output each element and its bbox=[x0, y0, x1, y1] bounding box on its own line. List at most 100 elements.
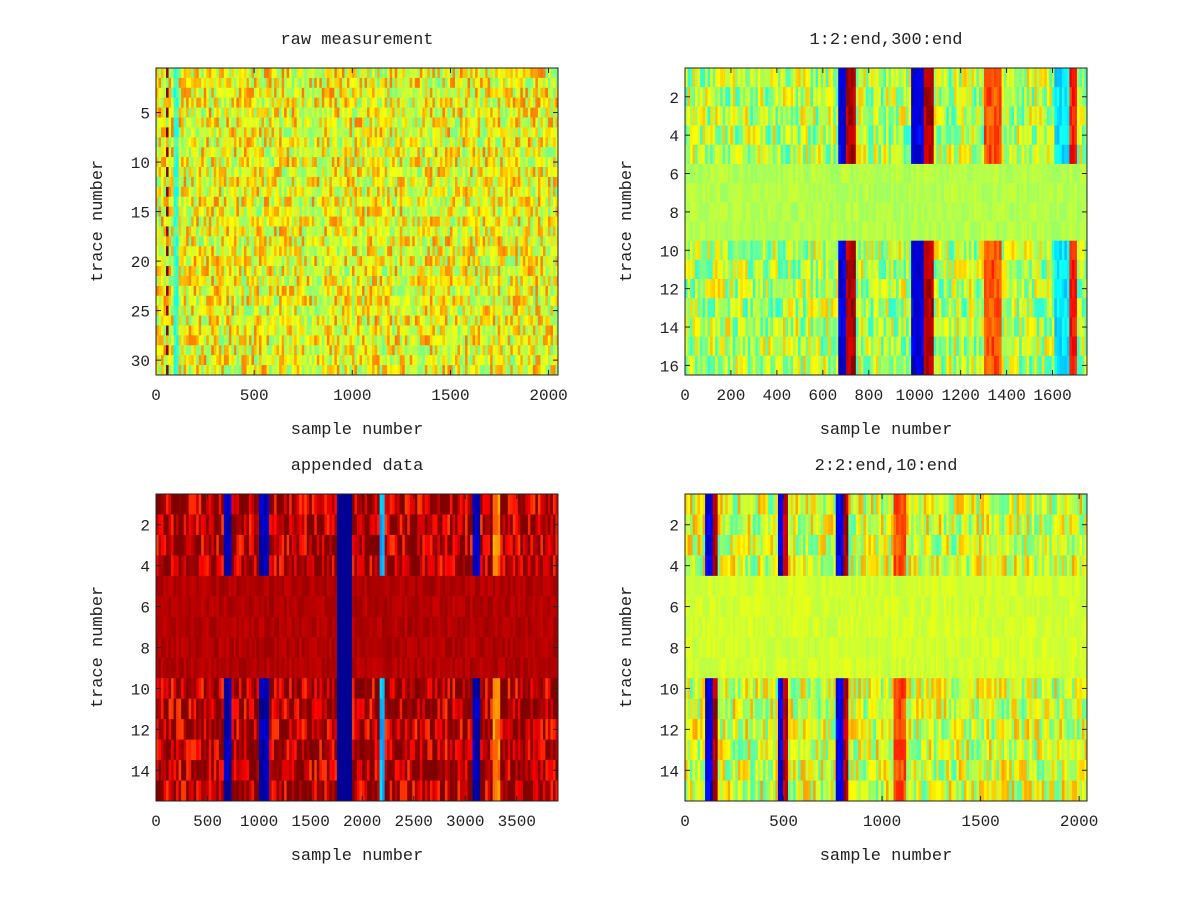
heatmap-cell bbox=[412, 87, 416, 99]
heatmap-cell bbox=[384, 216, 388, 228]
heatmap-cell bbox=[369, 117, 373, 129]
heatmap-cell bbox=[372, 97, 376, 109]
heatmap-cell bbox=[183, 176, 187, 188]
heatmap-cell bbox=[346, 147, 351, 158]
heatmap-cell bbox=[349, 365, 353, 375]
heatmap-cell bbox=[161, 117, 165, 129]
heatmap-cell bbox=[341, 275, 346, 287]
heatmap-cell bbox=[407, 196, 411, 208]
heatmap-cell bbox=[422, 68, 426, 79]
heatmap-cell bbox=[218, 147, 222, 158]
heatmap-cell bbox=[427, 147, 431, 158]
heatmap-cell bbox=[490, 345, 494, 356]
heatmap-cell bbox=[530, 345, 534, 356]
heatmap-cell bbox=[176, 97, 180, 109]
heatmap-cell bbox=[208, 206, 212, 218]
heatmap-cell bbox=[490, 315, 494, 327]
heatmap-cell bbox=[412, 345, 416, 356]
heatmap-cell bbox=[517, 107, 521, 119]
heatmap-cell bbox=[294, 335, 298, 346]
heatmap-cell bbox=[191, 107, 195, 119]
heatmap-cell bbox=[359, 176, 363, 188]
heatmap-cell bbox=[246, 345, 250, 356]
heatmap-cell bbox=[176, 127, 180, 138]
heatmap-cell bbox=[460, 315, 464, 327]
heatmap-cell bbox=[517, 68, 521, 79]
heatmap-cell bbox=[208, 157, 212, 168]
heatmap-cell bbox=[351, 117, 356, 129]
heatmap-cell bbox=[555, 127, 558, 138]
heatmap-cell bbox=[545, 305, 549, 317]
heatmap-cell bbox=[359, 147, 363, 158]
heatmap-cell bbox=[231, 77, 235, 89]
heatmap-cell bbox=[246, 97, 250, 109]
heatmap-cell bbox=[457, 335, 461, 346]
heatmap-cell bbox=[321, 295, 325, 307]
heatmap-cell bbox=[319, 186, 323, 198]
heatmap-cell bbox=[259, 87, 263, 99]
heatmap-cell bbox=[264, 127, 268, 138]
heatmap-cell bbox=[397, 325, 401, 336]
heatmap-cell bbox=[429, 365, 433, 375]
heatmap-cell bbox=[540, 345, 544, 356]
heatmap-cell bbox=[362, 68, 366, 79]
heatmap-cell bbox=[404, 345, 408, 356]
heatmap-cell bbox=[274, 335, 278, 346]
heatmap-cell bbox=[163, 77, 167, 89]
heatmap-cell bbox=[465, 345, 469, 356]
heatmap-cell bbox=[196, 305, 200, 317]
heatmap-cell bbox=[490, 266, 494, 277]
heatmap-cell bbox=[477, 256, 481, 267]
heatmap-cell bbox=[178, 186, 182, 198]
heatmap-cell bbox=[452, 196, 456, 208]
heatmap-cell bbox=[341, 236, 346, 247]
heatmap-cell bbox=[389, 256, 393, 267]
heatmap-cell bbox=[434, 266, 438, 277]
heatmap-cell bbox=[369, 127, 373, 138]
heatmap-cell bbox=[236, 137, 240, 148]
heatmap-cell bbox=[336, 275, 341, 287]
heatmap-cell bbox=[196, 117, 200, 129]
heatmap-cell bbox=[274, 117, 278, 129]
heatmap-cell bbox=[407, 206, 411, 218]
heatmap-cell bbox=[404, 87, 408, 99]
heatmap-cell bbox=[555, 147, 558, 158]
heatmap-cell bbox=[542, 256, 547, 267]
heatmap-cell bbox=[480, 285, 484, 297]
heatmap-cell bbox=[168, 147, 172, 158]
heatmap-cell bbox=[269, 117, 273, 129]
heatmap-cell bbox=[314, 137, 318, 148]
heatmap-cell bbox=[176, 226, 180, 237]
heatmap-cell bbox=[482, 196, 486, 208]
heatmap-cell bbox=[470, 246, 474, 257]
heatmap-cell bbox=[535, 275, 539, 287]
heatmap-cell bbox=[226, 77, 230, 89]
heatmap-cell bbox=[266, 315, 270, 327]
heatmap-cell bbox=[264, 345, 268, 356]
heatmap-cell bbox=[362, 355, 366, 366]
heatmap-cell bbox=[402, 216, 406, 228]
heatmap-cell bbox=[191, 77, 195, 89]
heatmap-cell bbox=[500, 275, 504, 287]
heatmap-cell bbox=[407, 157, 411, 168]
heatmap-cell bbox=[183, 68, 187, 79]
heatmap-cell bbox=[502, 236, 506, 247]
heatmap-cell bbox=[399, 355, 403, 366]
heatmap-cell bbox=[475, 68, 479, 79]
heatmap-cell bbox=[540, 68, 544, 79]
heatmap-cell bbox=[500, 186, 504, 198]
heatmap-cell bbox=[311, 345, 315, 356]
heatmap-cell bbox=[243, 285, 248, 297]
heatmap-cell bbox=[372, 87, 376, 99]
heatmap-cell bbox=[550, 256, 554, 267]
heatmap-cell bbox=[490, 246, 494, 257]
heatmap-cell bbox=[394, 236, 398, 247]
heatmap-cell bbox=[223, 315, 227, 327]
heatmap-cell bbox=[354, 167, 358, 178]
heatmap-cell bbox=[311, 266, 315, 277]
heatmap-cell bbox=[349, 305, 353, 317]
heatmap-cell bbox=[238, 295, 243, 307]
heatmap-cell bbox=[168, 335, 172, 346]
heatmap-cell bbox=[497, 97, 501, 109]
heatmap-cell bbox=[276, 266, 280, 277]
